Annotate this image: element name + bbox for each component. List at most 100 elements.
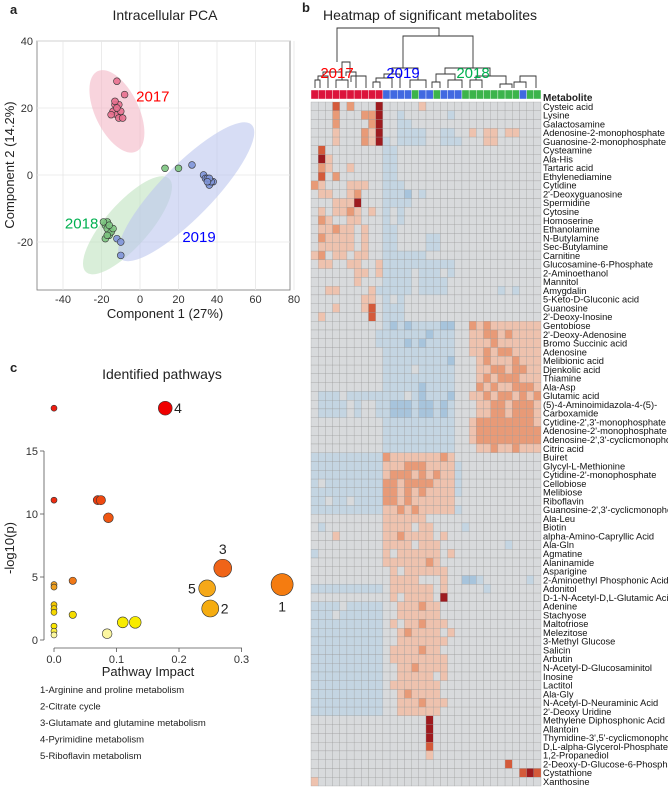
heatmap-cell — [375, 549, 384, 559]
heatmap-cell — [433, 189, 441, 199]
heatmap-cell — [404, 522, 412, 532]
heatmap-cell — [332, 364, 340, 374]
heatmap-cell — [440, 329, 448, 339]
heatmap-cell — [353, 347, 362, 357]
heatmap-cell — [346, 303, 355, 313]
heatmap-cell — [397, 286, 405, 296]
heatmap-cell — [353, 426, 362, 436]
heatmap-cell — [468, 759, 477, 769]
heatmap-cell — [332, 128, 340, 138]
heatmap-cell — [389, 689, 398, 699]
heatmap-cell — [512, 733, 520, 743]
heatmap-cell — [468, 364, 477, 374]
heatmap-cell — [440, 496, 448, 506]
heatmap-cell — [375, 101, 384, 111]
heatmap-cell — [346, 505, 355, 515]
heatmap-cell — [461, 250, 470, 260]
heatmap-cell — [461, 706, 470, 716]
column-dendrogram — [314, 27, 537, 88]
heatmap-cell — [526, 426, 534, 436]
heatmap-cell — [468, 259, 477, 269]
heatmap-cell — [468, 180, 477, 190]
heatmap-cell — [353, 443, 362, 453]
heatmap-cell — [325, 759, 333, 769]
heatmap-cell — [526, 373, 534, 383]
heatmap-cell — [447, 645, 455, 655]
heatmap-cell — [339, 750, 348, 760]
heatmap-cell — [404, 259, 412, 269]
heatmap-cell — [533, 671, 542, 681]
heatmap-cell — [497, 715, 506, 725]
heatmap-cell — [339, 435, 348, 445]
heatmap-cell — [519, 689, 527, 699]
heatmap-cell — [483, 663, 491, 673]
heatmap-cell — [440, 277, 448, 287]
metabolite-label: Ethanolamine — [543, 225, 600, 235]
heatmap-cell — [519, 663, 527, 673]
metabolite-label: 2'-Deoxy-Adenosine — [543, 330, 626, 340]
heatmap-cell — [468, 566, 477, 576]
heatmap-cell — [454, 408, 463, 418]
heatmap-cell — [533, 242, 542, 252]
heatmap-cell — [447, 329, 455, 339]
heatmap-cell — [497, 645, 506, 655]
heatmap-cell — [519, 768, 527, 778]
heatmap-cell — [368, 706, 376, 716]
heatmap-cell — [504, 119, 513, 129]
heatmap-cell — [375, 514, 384, 524]
heatmap-cell — [440, 601, 448, 611]
heatmap-cell — [483, 680, 491, 690]
heatmap-cell — [411, 417, 419, 427]
heatmap-cell — [382, 619, 391, 629]
heatmap-cell — [476, 110, 484, 120]
heatmap-cell — [397, 356, 405, 366]
heatmap-cell — [490, 101, 499, 111]
heatmap-cell — [361, 496, 369, 506]
heatmap-cell — [425, 452, 434, 462]
heatmap-cell — [325, 101, 333, 111]
metabolite-label: 2-Deoxy-D-Glucose-6-Phosphate — [543, 759, 668, 769]
heatmap-cell — [375, 592, 384, 602]
heatmap-cell — [461, 382, 470, 392]
heatmap-cell — [310, 698, 319, 708]
heatmap-cell — [476, 321, 484, 331]
heatmap-cell — [397, 584, 405, 594]
heatmap-cell — [375, 689, 384, 699]
heatmap-cell — [454, 505, 463, 515]
heatmap-cell — [461, 777, 470, 787]
heatmap-cell — [526, 286, 534, 296]
heatmap-cell — [526, 724, 534, 734]
heatmap-cell — [332, 277, 340, 287]
metabolite-label: Ala-Gly — [543, 689, 574, 699]
heatmap-cell — [483, 259, 491, 269]
heatmap-cell — [361, 592, 369, 602]
heatmap-cell — [490, 505, 499, 515]
heatmap-cell — [468, 470, 477, 480]
heatmap-cell — [411, 698, 419, 708]
heatmap-cell — [497, 417, 506, 427]
heatmap-cell — [440, 163, 448, 173]
heatmap-cell — [346, 443, 355, 453]
heatmap-cell — [476, 312, 484, 322]
heatmap-cell — [325, 496, 333, 506]
heatmap-cell — [361, 303, 369, 313]
heatmap-cell — [461, 531, 470, 541]
heatmap-cell — [382, 312, 391, 322]
heatmap-cell — [346, 242, 355, 252]
heatmap-cell — [483, 215, 491, 225]
heatmap-cell — [382, 698, 391, 708]
heatmap-cell — [490, 400, 499, 410]
heatmap-cell — [339, 733, 348, 743]
heatmap-cell — [346, 286, 355, 296]
heatmap-cell — [497, 706, 506, 716]
heatmap-cell — [318, 636, 326, 646]
heatmap-cell — [425, 759, 434, 769]
heatmap-cell — [411, 347, 419, 357]
heatmap-cell — [353, 610, 362, 620]
heatmap-cell — [454, 329, 463, 339]
heatmap-cell — [368, 303, 376, 313]
heatmap-cell — [368, 224, 376, 234]
heatmap-cell — [468, 461, 477, 471]
heatmap-cell — [447, 584, 455, 594]
heatmap-cell — [447, 715, 455, 725]
